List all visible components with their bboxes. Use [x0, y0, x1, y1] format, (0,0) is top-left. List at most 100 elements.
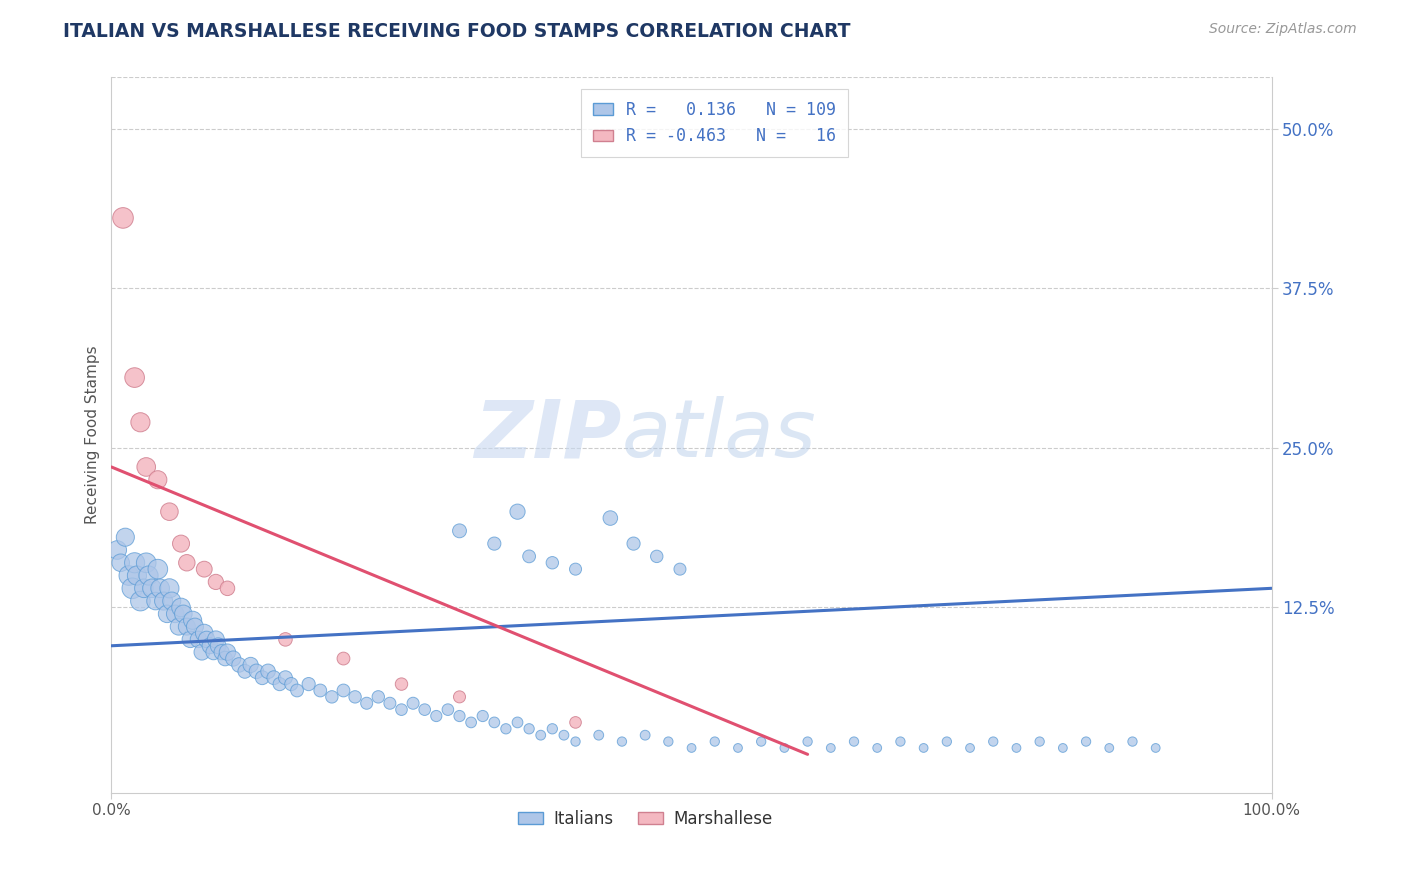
Point [252, 671, 274, 685]
Text: ITALIAN VS MARSHALLESE RECEIVING FOOD STAMPS CORRELATION CHART: ITALIAN VS MARSHALLESE RECEIVING FOOD ST… [63, 22, 851, 41]
Point [773, 741, 796, 756]
Point [146, 562, 169, 576]
Point [564, 734, 586, 748]
Point [553, 728, 575, 742]
Point [460, 715, 482, 730]
Point [110, 556, 132, 570]
Point [114, 530, 136, 544]
Point [912, 741, 935, 756]
Point [149, 582, 172, 596]
Point [506, 505, 529, 519]
Point [681, 741, 703, 756]
Point [309, 683, 332, 698]
Point [391, 703, 413, 717]
Point [105, 543, 128, 558]
Point [146, 473, 169, 487]
Point [145, 594, 167, 608]
Point [517, 722, 540, 736]
Text: ZIP: ZIP [475, 396, 621, 474]
Point [1144, 741, 1167, 756]
Point [135, 460, 157, 475]
Point [889, 734, 911, 748]
Point [187, 632, 209, 647]
Point [321, 690, 343, 704]
Point [191, 645, 214, 659]
Point [796, 734, 818, 748]
Point [425, 709, 447, 723]
Point [138, 568, 160, 582]
Point [449, 524, 471, 538]
Point [170, 536, 193, 550]
Point [184, 619, 207, 633]
Point [471, 709, 494, 723]
Point [280, 677, 302, 691]
Point [228, 657, 250, 672]
Point [842, 734, 865, 748]
Point [263, 671, 285, 685]
Point [866, 741, 889, 756]
Point [1028, 734, 1050, 748]
Point [159, 505, 181, 519]
Text: atlas: atlas [621, 396, 817, 474]
Point [129, 415, 152, 429]
Point [124, 370, 146, 384]
Point [959, 741, 981, 756]
Point [205, 632, 228, 647]
Point [141, 582, 163, 596]
Point [245, 665, 267, 679]
Point [402, 696, 425, 710]
Point [449, 690, 471, 704]
Text: Source: ZipAtlas.com: Source: ZipAtlas.com [1209, 22, 1357, 37]
Point [530, 728, 553, 742]
Point [484, 536, 506, 550]
Point [181, 613, 204, 627]
Point [506, 715, 529, 730]
Point [981, 734, 1004, 748]
Point [132, 582, 155, 596]
Point [202, 645, 225, 659]
Point [541, 722, 564, 736]
Point [749, 734, 772, 748]
Point [391, 677, 413, 691]
Point [623, 536, 645, 550]
Point [356, 696, 378, 710]
Point [222, 651, 245, 665]
Point [437, 703, 460, 717]
Point [217, 645, 239, 659]
Point [176, 556, 198, 570]
Point [274, 671, 297, 685]
Point [1052, 741, 1074, 756]
Point [449, 709, 471, 723]
Point [121, 582, 143, 596]
Point [332, 683, 354, 698]
Point [233, 665, 256, 679]
Point [495, 722, 517, 736]
Point [125, 568, 148, 582]
Point [170, 600, 193, 615]
Point [298, 677, 321, 691]
Point [179, 632, 201, 647]
Point [541, 556, 564, 570]
Point [207, 639, 229, 653]
Legend: Italians, Marshallese: Italians, Marshallese [512, 803, 779, 834]
Point [1074, 734, 1097, 748]
Point [165, 607, 187, 621]
Point [1098, 741, 1121, 756]
Point [564, 562, 586, 576]
Point [378, 696, 401, 710]
Point [274, 632, 297, 647]
Point [205, 574, 228, 589]
Y-axis label: Receiving Food Stamps: Receiving Food Stamps [86, 346, 100, 524]
Point [198, 639, 221, 653]
Point [214, 651, 236, 665]
Point [599, 511, 621, 525]
Point [588, 728, 610, 742]
Point [156, 607, 179, 621]
Point [344, 690, 367, 704]
Point [193, 626, 215, 640]
Point [285, 683, 308, 698]
Point [172, 607, 194, 621]
Point [176, 619, 198, 633]
Point [332, 651, 354, 665]
Point [610, 734, 633, 748]
